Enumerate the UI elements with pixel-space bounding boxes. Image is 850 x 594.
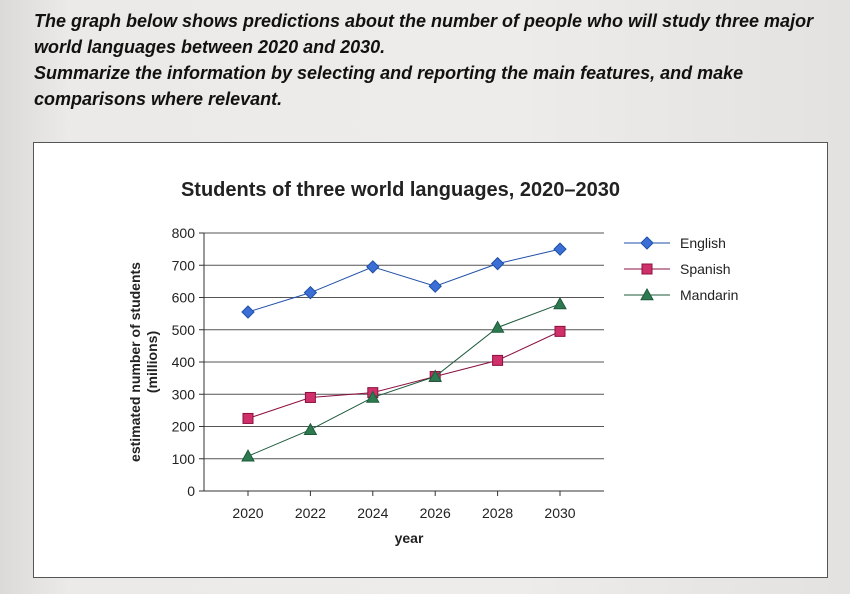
x-tick-label: 2020 — [232, 505, 263, 521]
chart-frame: Students of three world languages, 2020–… — [33, 142, 828, 578]
spanish-data-point — [554, 325, 566, 337]
legend-label-spanish: Spanish — [680, 261, 731, 277]
english-series-line — [247, 248, 561, 313]
english-data-point — [303, 285, 318, 300]
prompt-line-2: Summarize the information by selecting a… — [34, 63, 744, 109]
mandarin-data-point — [303, 422, 318, 436]
spanish-data-point — [304, 391, 316, 403]
legend-marker-english — [640, 236, 654, 250]
legend-label-mandarin: Mandarin — [680, 287, 738, 303]
english-data-point — [428, 279, 442, 293]
y-axis-label-line1: estimated number of students — [127, 262, 143, 462]
mandarin-data-point — [428, 369, 443, 382]
mandarin-series-line — [247, 303, 561, 457]
y-tick-label: 100 — [172, 451, 196, 467]
x-tick-label: 2022 — [295, 505, 326, 521]
y-tick-label: 300 — [172, 386, 196, 402]
y-tick-label: 800 — [172, 225, 196, 241]
x-tick-label: 2026 — [420, 505, 451, 521]
legend-label-english: English — [680, 235, 726, 251]
english-data-point — [490, 256, 505, 271]
legend-marker-spanish — [641, 263, 653, 275]
task-prompt: The graph below shows predictions about … — [34, 8, 834, 112]
prompt-line-1: The graph below shows predictions about … — [34, 11, 814, 57]
y-tick-label: 700 — [172, 257, 196, 273]
x-tick-label: 2024 — [357, 505, 388, 521]
spanish-data-point — [242, 412, 254, 424]
y-axis-label-line2: (millions) — [144, 331, 160, 393]
y-tick-label: 400 — [172, 354, 196, 370]
mandarin-data-point — [553, 296, 567, 310]
mandarin-data-point — [365, 390, 380, 403]
y-tick-label: 600 — [172, 290, 196, 306]
line-chart: 0 100 200 300 400 500 600 700 800 2020 2022 2024 202… — [127, 225, 738, 546]
legend-marker-mandarin — [640, 287, 654, 301]
mandarin-data-point — [490, 320, 505, 333]
y-tick-label: 0 — [187, 483, 195, 499]
chart-title: Students of three world languages, 2020–… — [180, 179, 621, 201]
y-tick-label: 500 — [172, 322, 196, 338]
mandarin-data-point — [241, 449, 255, 462]
english-data-point — [241, 305, 255, 319]
spanish-data-point — [492, 354, 504, 366]
english-data-point — [366, 260, 380, 274]
x-axis-label: year — [395, 530, 424, 546]
x-tick-label: 2028 — [482, 505, 513, 521]
y-tick-label: 200 — [172, 419, 196, 435]
english-data-point — [553, 242, 567, 256]
x-tick-label: 2030 — [544, 505, 575, 521]
spanish-series-line — [247, 330, 561, 419]
